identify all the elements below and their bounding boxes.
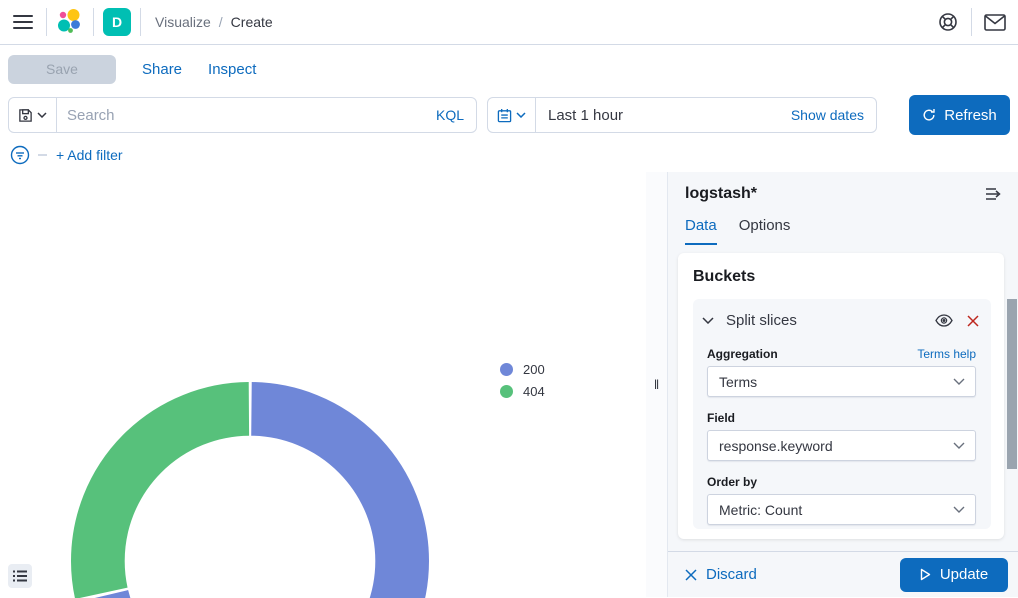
remove-bucket-icon[interactable] bbox=[967, 314, 979, 327]
update-label: Update bbox=[939, 566, 989, 583]
help-icon bbox=[939, 13, 957, 31]
add-filter-button[interactable]: + Add filter bbox=[56, 147, 123, 163]
aggregation-value: Terms bbox=[719, 373, 758, 390]
terms-help-link[interactable]: Terms help bbox=[917, 347, 976, 361]
chevron-down-icon[interactable] bbox=[702, 317, 714, 324]
space-switcher[interactable]: D bbox=[94, 0, 140, 44]
panel-footer: Discard Update bbox=[668, 551, 1018, 597]
collapse-panel-icon[interactable] bbox=[985, 187, 1002, 201]
chevron-down-icon bbox=[953, 442, 965, 449]
divider bbox=[971, 8, 972, 36]
aggregation-field-group: Aggregation Terms help Terms bbox=[702, 347, 979, 397]
share-button[interactable]: Share bbox=[142, 60, 183, 78]
list-icon bbox=[13, 570, 27, 582]
chevron-down-icon bbox=[37, 112, 47, 118]
elastic-home-button[interactable] bbox=[47, 0, 93, 44]
search-box: KQL bbox=[8, 97, 477, 133]
order-by-select[interactable]: Metric: Count bbox=[707, 494, 976, 525]
field-value: response.keyword bbox=[719, 437, 833, 454]
inspect-button[interactable]: Inspect bbox=[208, 60, 257, 78]
split-slices-accordion: Split slices bbox=[702, 308, 979, 333]
chevron-down-icon bbox=[516, 112, 526, 118]
discard-button[interactable]: Discard bbox=[685, 566, 757, 583]
filter-menu-icon[interactable] bbox=[10, 145, 30, 165]
breadcrumb-separator: / bbox=[218, 14, 223, 30]
menu-icon bbox=[13, 15, 33, 29]
field-select[interactable]: response.keyword bbox=[707, 430, 976, 461]
calendar-icon bbox=[497, 108, 512, 122]
save-icon bbox=[19, 108, 32, 122]
refresh-icon bbox=[923, 109, 935, 121]
panel-resizer[interactable]: ‖ bbox=[646, 172, 668, 597]
legend-label: 200 bbox=[523, 362, 545, 377]
breadcrumb: Visualize / Create bbox=[155, 14, 273, 30]
chevron-down-icon bbox=[953, 506, 965, 513]
panel-scrollbar[interactable] bbox=[1007, 299, 1017, 469]
visualization-area: 200 404 bbox=[0, 172, 646, 598]
newsfeed-button[interactable] bbox=[972, 0, 1018, 44]
update-button[interactable]: Update bbox=[900, 557, 1008, 592]
newsfeed-icon bbox=[984, 13, 1006, 31]
saved-query-button[interactable] bbox=[9, 98, 57, 132]
menu-button[interactable] bbox=[0, 0, 46, 44]
nav-right-actions bbox=[925, 0, 1018, 44]
tab-options[interactable]: Options bbox=[738, 217, 791, 234]
refresh-button[interactable]: Refresh bbox=[909, 95, 1010, 135]
play-icon bbox=[920, 568, 931, 581]
toolbar: Save Share Inspect bbox=[0, 45, 1018, 93]
discard-label: Discard bbox=[706, 566, 757, 583]
chevron-down-icon bbox=[953, 378, 965, 385]
editor-panel: logstash* Data Options Buckets Split sli… bbox=[668, 172, 1018, 597]
tab-data[interactable]: Data bbox=[685, 217, 717, 245]
panel-header: logstash* bbox=[668, 172, 1018, 203]
breadcrumb-create: Create bbox=[230, 14, 273, 30]
refresh-label: Refresh bbox=[944, 106, 997, 124]
buckets-card: Buckets Split slices bbox=[678, 253, 1004, 539]
panel-tabs: Data Options bbox=[668, 203, 1018, 245]
query-bar: KQL Last 1 hour Show dates Refresh bbox=[0, 93, 1018, 138]
pinned-filters-divider bbox=[38, 154, 47, 156]
split-slices-panel: Split slices Aggregation bbox=[693, 299, 991, 529]
elastic-logo bbox=[58, 9, 80, 33]
split-slices-label[interactable]: Split slices bbox=[726, 312, 797, 329]
legend-item-404[interactable]: 404 bbox=[500, 384, 545, 399]
space-badge: D bbox=[103, 8, 131, 36]
donut-chart[interactable] bbox=[71, 382, 429, 598]
save-button[interactable]: Save bbox=[8, 54, 116, 84]
divider bbox=[140, 8, 141, 36]
aggregation-label: Aggregation bbox=[707, 347, 778, 361]
help-button[interactable] bbox=[925, 0, 971, 44]
index-pattern-title: logstash* bbox=[685, 185, 758, 202]
date-quick-select-button[interactable] bbox=[488, 98, 536, 132]
legend-label: 404 bbox=[523, 384, 545, 399]
eye-icon[interactable] bbox=[935, 314, 953, 327]
divider bbox=[46, 8, 47, 36]
legend-toggle-button[interactable] bbox=[8, 564, 32, 588]
search-input[interactable] bbox=[57, 106, 424, 124]
filter-bar: + Add filter bbox=[0, 138, 1018, 172]
time-range-value[interactable]: Last 1 hour bbox=[548, 106, 624, 124]
legend-swatch bbox=[500, 363, 513, 376]
buckets-title: Buckets bbox=[693, 268, 756, 285]
aggregation-select[interactable]: Terms bbox=[707, 366, 976, 397]
legend-swatch bbox=[500, 385, 513, 398]
order-by-label: Order by bbox=[707, 475, 758, 489]
close-icon bbox=[685, 568, 697, 581]
date-picker: Last 1 hour Show dates bbox=[487, 97, 877, 133]
field-field-group: Field response.keyword bbox=[702, 411, 979, 461]
top-nav: D Visualize / Create bbox=[0, 0, 1018, 45]
breadcrumb-visualize[interactable]: Visualize bbox=[155, 14, 211, 30]
show-dates-button[interactable]: Show dates bbox=[790, 107, 864, 123]
order-by-field-group: Order by Metric: Count bbox=[702, 475, 979, 525]
query-language-button[interactable]: KQL bbox=[435, 107, 464, 123]
order-by-value: Metric: Count bbox=[719, 501, 803, 518]
chart-legend: 200 404 bbox=[500, 362, 545, 399]
main-content: 200 404 ‖ logstash* bbox=[0, 172, 1018, 598]
legend-item-200[interactable]: 200 bbox=[500, 362, 545, 377]
field-label: Field bbox=[707, 411, 736, 425]
divider bbox=[93, 8, 94, 36]
